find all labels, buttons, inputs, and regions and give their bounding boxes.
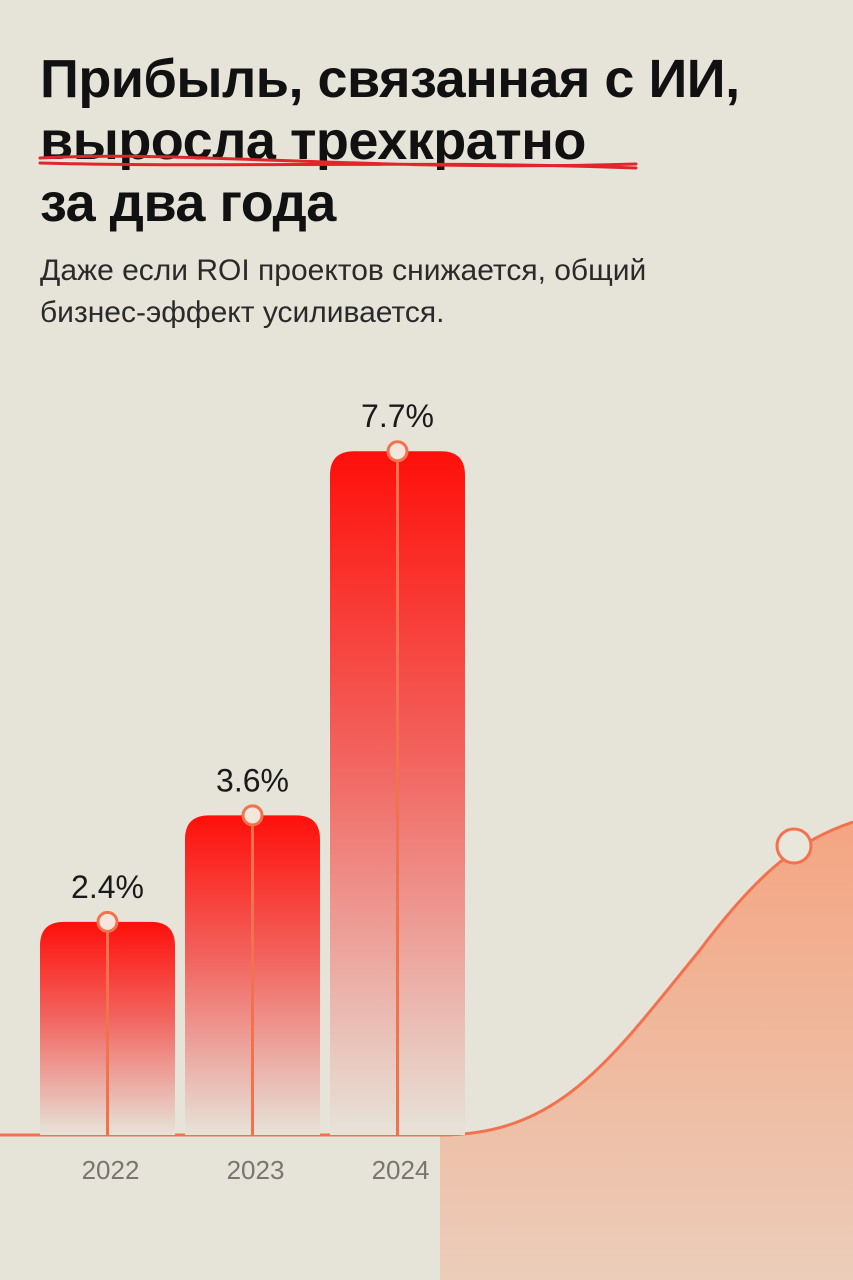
subtitle-line-1: Даже если ROI проектов снижается, общий	[40, 254, 647, 287]
x-tick-2022: 2022	[82, 1155, 140, 1185]
bar-marker-2023	[241, 804, 264, 827]
x-tick-2024: 2024	[372, 1155, 430, 1185]
growth-area	[440, 822, 853, 1280]
value-label-2024: 7.7%	[361, 398, 434, 434]
growth-curve-marker	[775, 827, 813, 865]
page-title: Прибыль, связанная с ИИ, выросла трехкра…	[40, 48, 840, 234]
value-label-2023: 3.6%	[216, 762, 289, 798]
title-line-1: Прибыль, связанная с ИИ,	[40, 49, 740, 109]
value-label-2022: 2.4%	[71, 869, 144, 905]
bar-marker-2022	[96, 910, 119, 933]
bars-layer: 2.4% 2022 3.6% 2023 7.7% 2024	[40, 398, 465, 1185]
subtitle-line-2: бизнес-эффект усиливается.	[40, 296, 445, 329]
title-underline	[38, 154, 638, 170]
x-tick-2023: 2023	[227, 1155, 285, 1185]
title-line-3: за два года	[40, 173, 336, 233]
bar-marker-2024	[386, 440, 409, 463]
page-subtitle: Даже если ROI проектов снижается, общий …	[40, 250, 820, 334]
